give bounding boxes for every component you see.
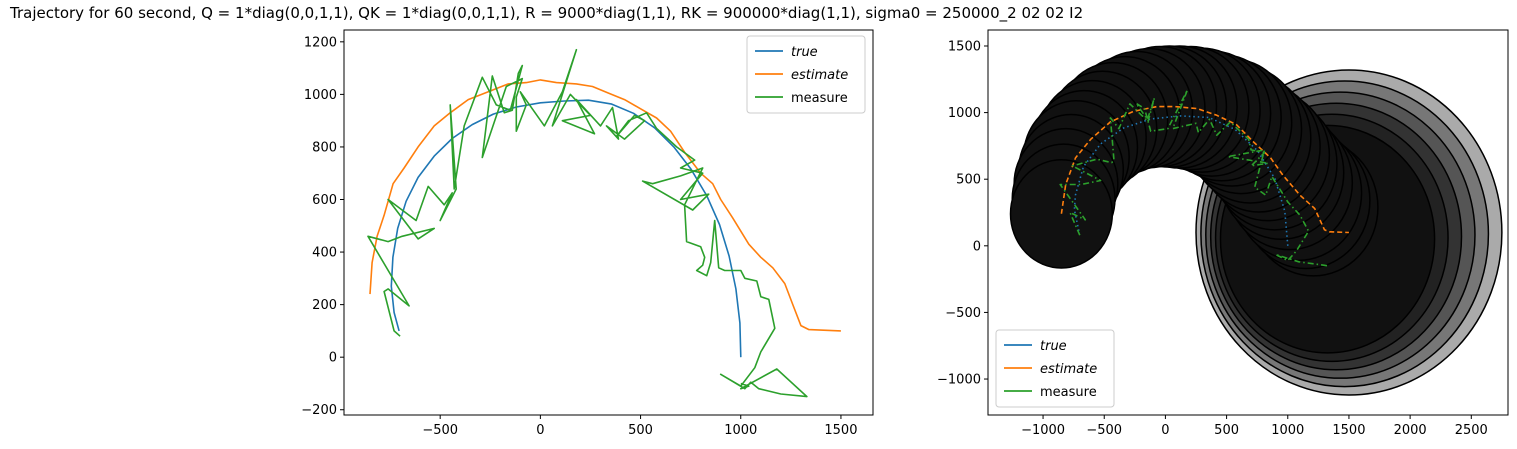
x-tick-label: 0 — [536, 423, 544, 438]
legend-label-true: true — [1040, 339, 1067, 354]
legend-box — [746, 35, 866, 114]
series-line-true — [390, 99, 742, 358]
y-tick-label: 400 — [312, 246, 337, 261]
series-line-true — [1073, 115, 1289, 246]
plot-area — [367, 48, 841, 398]
x-tick-label: −500 — [422, 423, 458, 438]
y-tick-label: −500 — [945, 306, 981, 321]
x-tick-label: 2000 — [1394, 423, 1427, 438]
x-tick-label: 0 — [1161, 423, 1169, 438]
y-tick-label: −1000 — [937, 373, 981, 388]
y-tick-label: 1000 — [304, 88, 337, 103]
legend: true estimate measure — [995, 329, 1115, 408]
series-line-measure — [367, 48, 808, 398]
series-line-estimate — [369, 79, 841, 332]
x-tick-label: 1500 — [1332, 423, 1365, 438]
y-tick-label: 0 — [329, 351, 337, 366]
series-line-measure — [1059, 89, 1329, 267]
x-tick-label: −1000 — [1021, 423, 1065, 438]
chart-2: −1000 −500 0 500 1000 1500 2000 2500 −1000 −500 0 5… — [937, 29, 1509, 438]
x-tick-label: 1000 — [1271, 423, 1304, 438]
x-tick-label: 1000 — [724, 423, 757, 438]
x-tick-label: −500 — [1086, 423, 1122, 438]
chart-1: −500 0 500 1000 1500 −200 0 200 400 600 800 1000 120… — [301, 29, 874, 438]
y-tick-label: 1500 — [948, 39, 981, 54]
legend-label-measure: measure — [1040, 385, 1097, 400]
y-tick-label: 200 — [312, 298, 337, 313]
confidence-ellipse — [1009, 158, 1114, 269]
x-tick-label: 2500 — [1455, 423, 1488, 438]
y-tick-label: 800 — [312, 140, 337, 155]
figure-title: Trajectory for 60 second, Q = 1*diag(0,0… — [10, 4, 1084, 22]
plot-area — [1009, 45, 1503, 396]
y-tick-label: 500 — [956, 173, 981, 188]
y-tick-label: 1200 — [304, 35, 337, 50]
series-line-estimate — [1060, 105, 1349, 234]
legend-label-measure: measure — [791, 91, 848, 106]
legend-label-estimate: estimate — [1040, 362, 1097, 377]
x-tick-label: 500 — [628, 423, 653, 438]
plot-frame — [987, 29, 1509, 416]
y-tick-label: 0 — [973, 239, 981, 254]
y-tick-label: 600 — [312, 193, 337, 208]
legend: true estimate measure — [746, 35, 866, 114]
y-tick-label: 1000 — [948, 106, 981, 121]
x-tick-label: 500 — [1214, 423, 1239, 438]
legend-box — [995, 329, 1115, 408]
plot-frame — [343, 29, 874, 416]
legend-label-estimate: estimate — [791, 68, 848, 83]
legend-label-true: true — [791, 45, 818, 60]
x-tick-label: 1500 — [824, 423, 857, 438]
y-tick-label: −200 — [301, 403, 337, 418]
